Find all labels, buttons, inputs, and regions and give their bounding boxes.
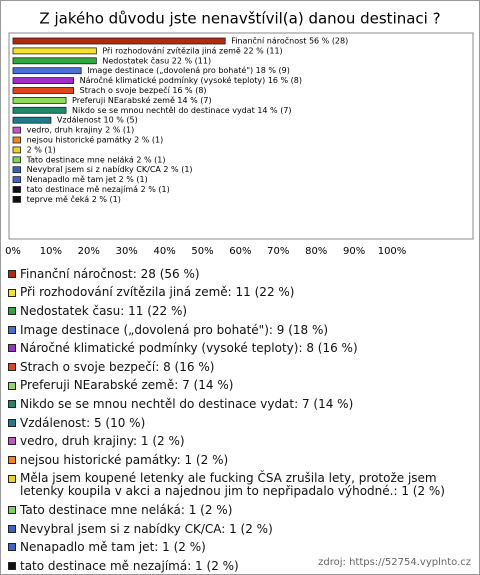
bar-label: Při rozhodování zvítězila jiná země 22 %… [102, 46, 282, 55]
legend-swatch [8, 524, 16, 533]
legend-label: Vzdálenost: 5 (10 %) [20, 415, 146, 430]
legend: Finanční náročnost: 28 (56 %) Při rozhodo… [8, 265, 470, 574]
x-tick-label: 0% [5, 246, 21, 257]
bar-label: Tato destinace mne neláká 2 % (1) [26, 155, 166, 164]
bar [12, 146, 21, 154]
bar [12, 156, 21, 164]
bar-label: tato destinace mě nezajímá 2 % (1) [27, 185, 170, 194]
legend-swatch [8, 288, 16, 297]
legend-item: vedro, druh krajiny: 1 (2 %) [8, 432, 470, 451]
bar-label: teprve mě čeká 2 % (1) [27, 194, 121, 204]
bar-label: Nikdo se se mnou nechtěl do destinace vy… [72, 106, 291, 115]
bar-label: Náročné klimatické podmínky (vysoké tepl… [80, 75, 302, 85]
legend-swatch [8, 344, 16, 353]
bar-label: Nevybral jsem si z nabídky CK/CA 2 % (1) [27, 165, 193, 174]
bar [12, 176, 21, 184]
bar-label: 2 % (1) [27, 145, 56, 154]
legend-swatch [8, 270, 16, 278]
legend-swatch [8, 561, 16, 570]
x-tick-label: 20% [78, 246, 100, 257]
bar-label: nejsou historické památky 2 % (1) [27, 135, 164, 145]
x-tick-label: 90% [343, 246, 365, 257]
bar-label: Preferuji NEarabské země 14 % (7) [72, 95, 212, 105]
x-tick-label: 60% [229, 246, 251, 257]
bar-label: Strach o svoje bezpečí 16 % (8) [80, 85, 207, 95]
bar-label: Finanční náročnost 56 % (28) [231, 36, 348, 46]
legend-label: Strach o svoje bezpečí: 8 (16 %) [20, 359, 215, 374]
legend-item: Měla jsem koupené letenky ale fucking ČS… [8, 470, 470, 502]
legend-item: Při rozhodování zvítězila jiná země: 11 … [8, 284, 470, 303]
bar-label: vedro, druh krajiny 2 % (1) [27, 126, 135, 135]
legend-label: Měla jsem koupené letenky ale fucking ČS… [20, 471, 445, 499]
bar [12, 106, 67, 114]
bar-label: Image destinace („dovolená pro bohaté") … [87, 65, 290, 75]
bar [12, 37, 226, 45]
legend-swatch [8, 474, 16, 483]
legend-item: tato destinace mě nezajímá: 1 (2 %) [8, 557, 470, 574]
chart-title: Z jakého důvodu jste nenavštívil(a) dano… [39, 10, 440, 28]
legend-label: tato destinace mě nezajímá: 1 (2 %) [20, 558, 239, 573]
legend-label: nejsou historické památky: 1 (2 %) [20, 452, 229, 467]
legend-swatch [8, 325, 16, 334]
x-tick-label: 30% [116, 246, 138, 257]
bar [12, 186, 21, 193]
legend-label: Nevybral jsem si z nabídky CK/CA: 1 (2 %… [20, 521, 273, 536]
bar-label: Vzdálenost 10 % (5) [57, 116, 138, 125]
legend-item: Strach o svoje bezpečí: 8 (16 %) [8, 358, 470, 377]
legend-label: Nedostatek času: 11 (22 %) [20, 303, 188, 318]
legend-label: Nenapadlo mě tam jet: 1 (2 %) [20, 540, 206, 555]
legend-swatch [8, 455, 16, 464]
legend-item: Nikdo se se mnou nechtěl do destinace vy… [8, 395, 470, 414]
bar [12, 87, 75, 94]
legend-label: Finanční náročnost: 28 (56 %) [20, 266, 200, 281]
chart: Z jakého důvodu jste nenavštívil(a) dano… [5, 10, 474, 257]
legend-item: Náročné klimatické podmínky (vysoké tepl… [8, 339, 470, 358]
bar [12, 47, 97, 55]
x-tick-label: 80% [305, 246, 327, 257]
legend-swatch [8, 362, 16, 371]
bar [12, 126, 21, 134]
bar-label: Nedostatek času 22 % (11) [102, 55, 211, 65]
bar [12, 57, 97, 65]
bar [12, 136, 21, 144]
source: zdroj: https://52754.vyplnto.cz [318, 557, 471, 568]
legend-swatch [8, 307, 16, 316]
legend-item: Vzdálenost: 5 (10 %) [8, 414, 470, 433]
legend-swatch [8, 381, 16, 390]
x-tick-label: 70% [267, 246, 289, 257]
legend-swatch [8, 506, 16, 515]
legend-item: Tato destinace mne neláká: 1 (2 %) [8, 501, 470, 520]
legend-label: Při rozhodování zvítězila jiná země: 11 … [20, 285, 295, 300]
legend-label: vedro, druh krajiny: 1 (2 %) [20, 434, 185, 449]
legend-swatch [8, 400, 16, 409]
legend-item: nejsou historické památky: 1 (2 %) [8, 451, 470, 470]
legend-item: Nevybral jsem si z nabídky CK/CA: 1 (2 %… [8, 520, 470, 539]
legend-label: Preferuji NEarabské země: 7 (14 %) [20, 378, 234, 393]
x-tick-label: 10% [40, 246, 62, 257]
legend-item: Preferuji NEarabské země: 7 (14 %) [8, 377, 470, 396]
bar [12, 166, 21, 174]
legend-item: Nenapadlo mě tam jet: 1 (2 %) [8, 538, 470, 557]
legend-swatch [8, 543, 16, 552]
bar [12, 116, 52, 124]
bar [12, 195, 21, 203]
legend-item: Finanční náročnost: 28 (56 %) [8, 265, 470, 284]
bar-label: Nenapadlo mě tam jet 2 % (1) [27, 175, 148, 184]
legend-label: Nikdo se se mnou nechtěl do destinace vy… [20, 396, 354, 411]
bar [12, 67, 82, 75]
x-tick-label: 50% [191, 246, 213, 257]
plot-frame [8, 32, 474, 240]
legend-label: Image destinace („dovolená pro bohaté"):… [20, 322, 329, 337]
legend-item: Image destinace („dovolená pro bohaté"):… [8, 321, 470, 340]
x-tick-label: 100% [378, 246, 407, 257]
legend-item: Nedostatek času: 11 (22 %) [8, 302, 470, 321]
bar [12, 77, 75, 84]
legend-label: Tato destinace mne neláká: 1 (2 %) [20, 502, 233, 517]
bar [12, 97, 67, 104]
legend-swatch [8, 437, 16, 446]
legend-swatch [8, 418, 16, 427]
legend-label: Náročné klimatické podmínky (vysoké tepl… [20, 341, 358, 356]
x-tick-label: 40% [153, 246, 175, 257]
